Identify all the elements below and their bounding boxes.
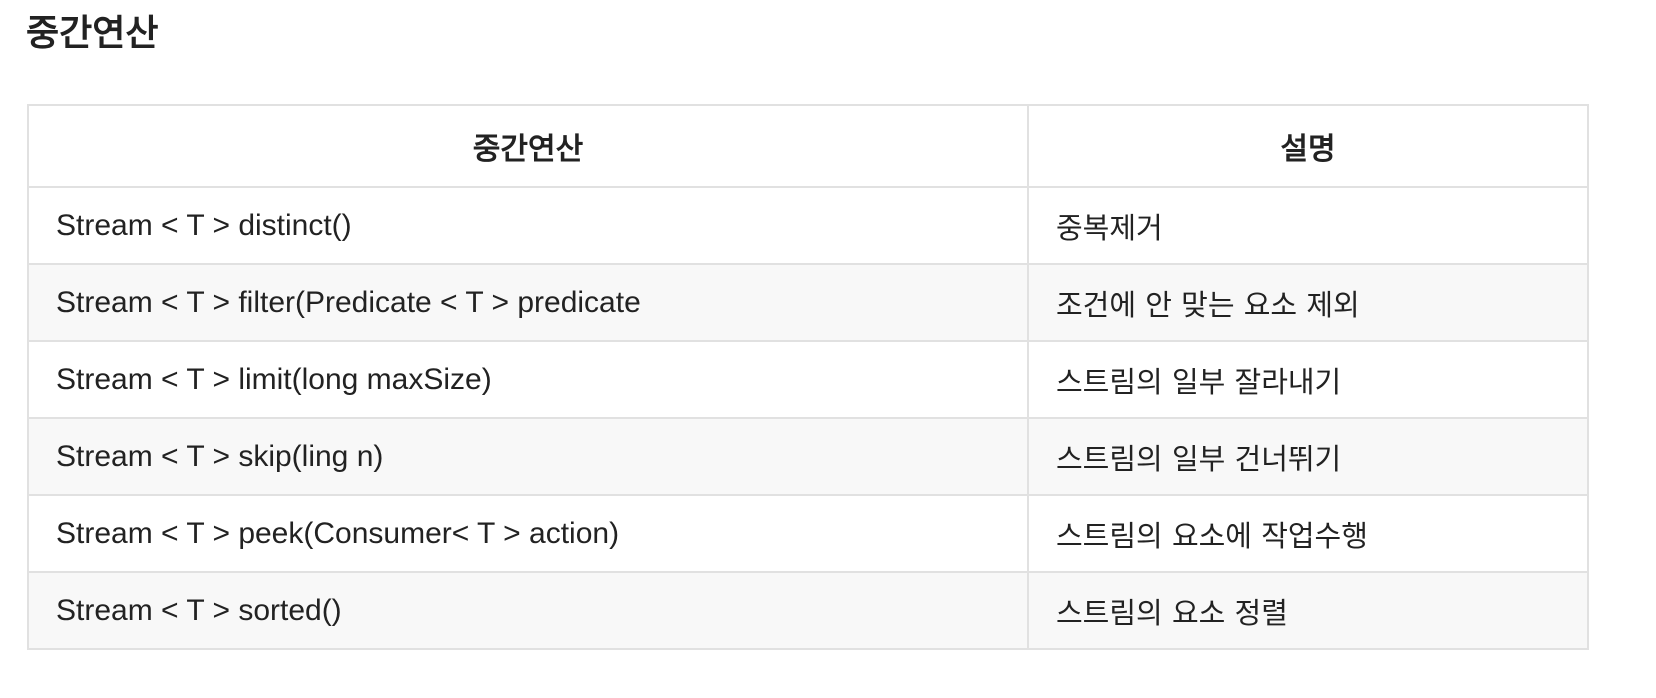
description-cell: 중복제거 xyxy=(1027,186,1589,265)
table-header-row: 중간연산 설명 xyxy=(27,104,1589,188)
operation-cell: Stream < T > limit(long maxSize) xyxy=(27,340,1029,419)
table-row: Stream < T > skip(ling n) 스트림의 일부 건너뛰기 xyxy=(27,417,1589,496)
intermediate-operations-table: 중간연산 설명 Stream < T > distinct() 중복제거 Str… xyxy=(27,104,1589,650)
section-heading: 중간연산 xyxy=(26,13,159,54)
table-row: Stream < T > sorted() 스트림의 요소 정렬 xyxy=(27,571,1589,650)
description-cell: 스트림의 요소 정렬 xyxy=(1027,571,1589,650)
operation-cell: Stream < T > filter(Predicate < T > pred… xyxy=(27,263,1029,342)
description-cell: 스트림의 일부 건너뛰기 xyxy=(1027,417,1589,496)
operation-cell: Stream < T > skip(ling n) xyxy=(27,417,1029,496)
description-cell: 스트림의 일부 잘라내기 xyxy=(1027,340,1589,419)
operation-cell: Stream < T > peek(Consumer< T > action) xyxy=(27,494,1029,573)
table-row: Stream < T > filter(Predicate < T > pred… xyxy=(27,263,1589,342)
operation-cell: Stream < T > sorted() xyxy=(27,571,1029,650)
description-cell: 조건에 안 맞는 요소 제외 xyxy=(1027,263,1589,342)
description-cell: 스트림의 요소에 작업수행 xyxy=(1027,494,1589,573)
operation-cell: Stream < T > distinct() xyxy=(27,186,1029,265)
column-header-operation: 중간연산 xyxy=(27,104,1029,188)
table-row: Stream < T > peek(Consumer< T > action) … xyxy=(27,494,1589,573)
table-row: Stream < T > distinct() 중복제거 xyxy=(27,186,1589,265)
column-header-description: 설명 xyxy=(1027,104,1589,188)
table-row: Stream < T > limit(long maxSize) 스트림의 일부… xyxy=(27,340,1589,419)
